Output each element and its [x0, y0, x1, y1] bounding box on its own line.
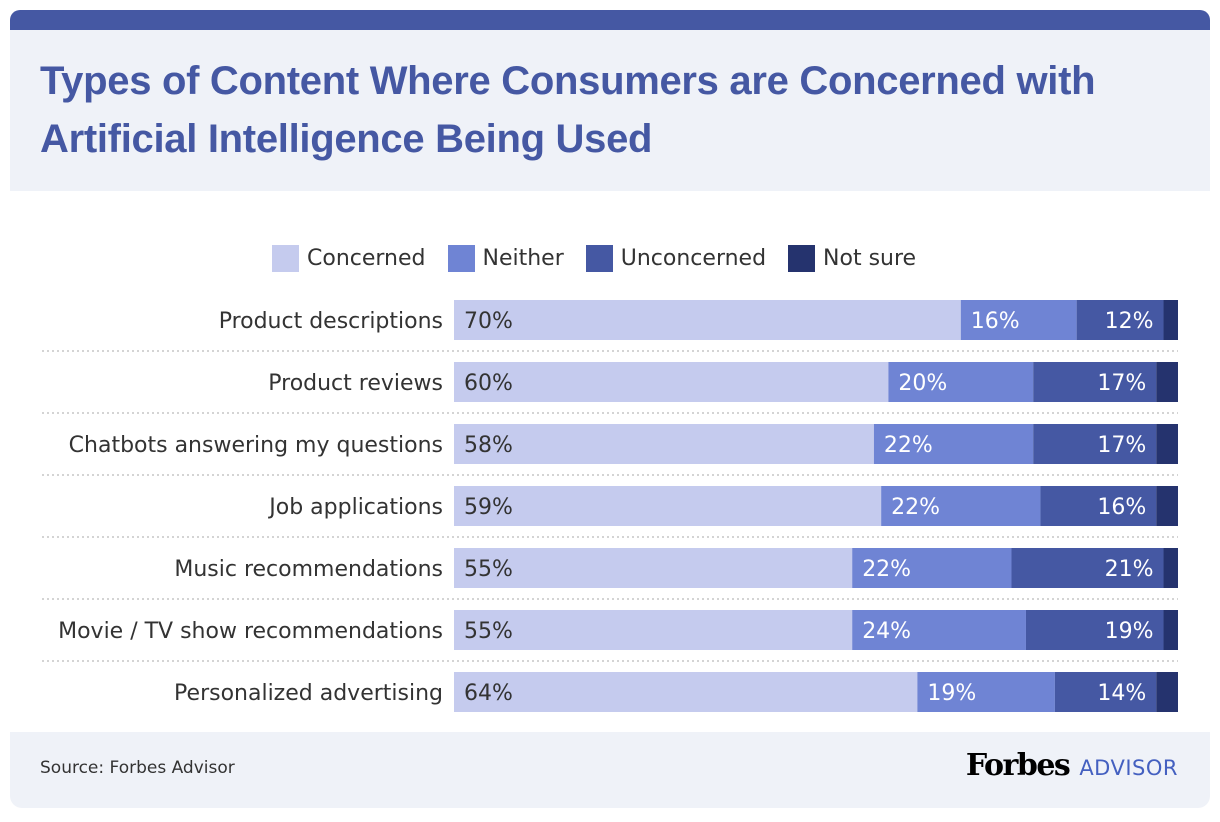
legend: Concerned Neither Unconcerned Not sure — [272, 245, 916, 272]
bar-segment-unconcerned — [1054, 672, 1157, 712]
bar-segment-unconcerned — [1033, 424, 1157, 464]
category-label: Job applications — [267, 495, 443, 520]
data-label: 22% — [862, 557, 911, 582]
data-label: 58% — [464, 433, 513, 458]
data-label: 16% — [971, 309, 1020, 334]
bar-segment-concerned — [454, 300, 961, 340]
data-label: 16% — [1097, 495, 1146, 520]
category-label: Chatbots answering my questions — [69, 433, 443, 458]
category-label: Personalized advertising — [174, 681, 443, 706]
data-label: 60% — [464, 371, 513, 396]
data-label: 21% — [1105, 557, 1154, 582]
bar-segment-unconcerned — [1033, 362, 1157, 402]
legend-label: Neither — [482, 246, 564, 271]
bar-segment-not-sure — [1156, 362, 1178, 402]
legend-swatch — [447, 245, 475, 272]
legend-label: Unconcerned — [620, 246, 767, 271]
logo-forbes: Forbes — [965, 748, 1071, 783]
legend-item-concerned: Concerned — [272, 245, 426, 272]
data-label: 12% — [1105, 309, 1154, 334]
data-label: 59% — [464, 495, 513, 520]
top-accent-bar — [10, 10, 1210, 32]
data-label: 17% — [1097, 433, 1146, 458]
bar-segment-not-sure — [1156, 672, 1178, 712]
bar-segment-unconcerned — [1040, 486, 1157, 526]
chart-title: Types of Content Where Consumers are Con… — [40, 59, 1096, 161]
data-label: 70% — [464, 309, 513, 334]
bar-segment-neither — [852, 610, 1026, 650]
bar-segment-not-sure — [1156, 424, 1178, 464]
bar-segment-neither — [873, 424, 1034, 464]
data-label: 17% — [1097, 371, 1146, 396]
bar-segment-unconcerned — [1025, 610, 1164, 650]
bar-segment-concerned — [454, 424, 874, 464]
legend-swatch — [788, 245, 816, 272]
data-label: 19% — [927, 681, 976, 706]
bar-segment-not-sure — [1163, 300, 1178, 340]
bar-segment-concerned — [454, 362, 889, 402]
data-label: 20% — [898, 371, 947, 396]
bar-segment-concerned — [454, 610, 853, 650]
data-label: 19% — [1105, 619, 1154, 644]
bar-segment-neither — [917, 672, 1055, 712]
header: Types of Content Where Consumers are Con… — [10, 30, 1210, 191]
data-label: 64% — [464, 681, 513, 706]
bar-segment-neither — [881, 486, 1041, 526]
bar-segment-neither — [960, 300, 1077, 340]
bar-segment-unconcerned — [1076, 300, 1164, 340]
forbes-advisor-logo: Forbes ADVISOR — [966, 748, 1178, 783]
legend-item-neither: Neither — [447, 245, 564, 272]
bar-segment-not-sure — [1156, 486, 1178, 526]
category-label: Product reviews — [268, 371, 443, 396]
category-label: Movie / TV show recommendations — [58, 619, 443, 644]
bar-segment-not-sure — [1163, 548, 1178, 588]
bar-segment-not-sure — [1163, 610, 1178, 650]
legend-item-not-sure: Not sure — [788, 245, 916, 272]
data-label: 55% — [464, 619, 513, 644]
logo-advisor: ADVISOR — [1079, 756, 1178, 780]
legend-swatch — [272, 245, 299, 272]
legend-item-unconcerned: Unconcerned — [585, 245, 767, 272]
category-label: Product descriptions — [219, 309, 443, 334]
data-label: 22% — [884, 433, 933, 458]
data-label: 14% — [1097, 681, 1146, 706]
bar-segment-concerned — [454, 548, 853, 588]
data-label: 55% — [464, 557, 513, 582]
bar-segment-neither — [852, 548, 1012, 588]
bar-segment-concerned — [454, 672, 918, 712]
source-note: Source: Forbes Advisor — [40, 758, 235, 778]
legend-label: Not sure — [823, 246, 917, 271]
legend-swatch — [585, 245, 613, 272]
data-label: 22% — [891, 495, 940, 520]
legend-label: Concerned — [307, 246, 426, 271]
category-label: Music recommendations — [174, 557, 443, 582]
bar-segment-neither — [888, 362, 1034, 402]
data-label: 24% — [862, 619, 911, 644]
footer: Source: Forbes Advisor Forbes ADVISOR — [10, 732, 1210, 808]
bar-segment-unconcerned — [1011, 548, 1164, 588]
bar-segment-concerned — [454, 486, 882, 526]
